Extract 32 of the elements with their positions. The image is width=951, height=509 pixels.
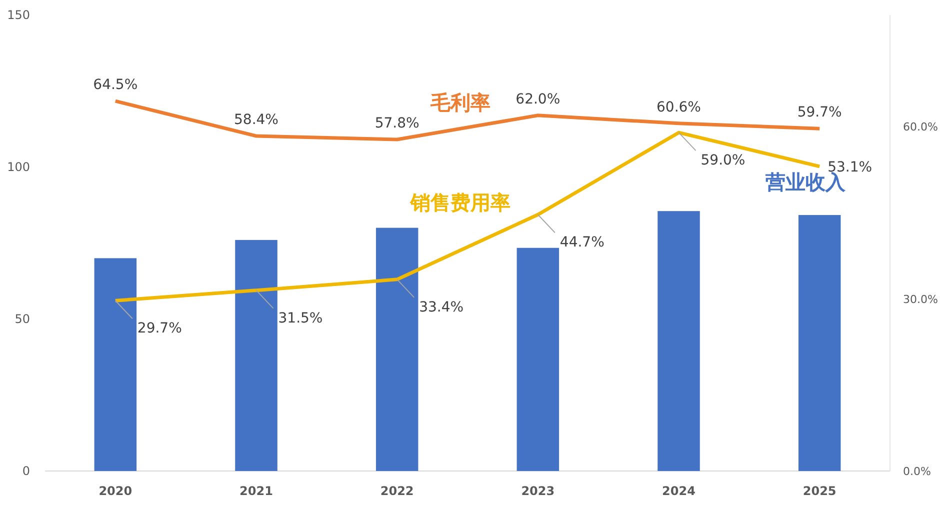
bar xyxy=(376,228,418,471)
y2-tick-label: 0.0% xyxy=(903,464,931,478)
series-label: 销售费用率 xyxy=(409,190,510,214)
x-tick-label: 2020 xyxy=(98,484,132,498)
data-label: 44.7% xyxy=(560,234,604,251)
y-tick-label: 100 xyxy=(7,160,30,174)
x-tick-label: 2023 xyxy=(521,484,555,498)
y2-tick-label: 60.0% xyxy=(903,120,938,134)
bar xyxy=(235,240,278,471)
y2-tick-label: 30.0% xyxy=(903,292,938,306)
y-tick-label: 150 xyxy=(7,8,30,22)
y-tick-label: 50 xyxy=(14,312,30,326)
y-tick-label: 0 xyxy=(22,464,30,478)
data-label: 29.7% xyxy=(137,320,182,337)
bar xyxy=(798,215,841,471)
bar xyxy=(658,211,700,471)
bar xyxy=(516,248,560,471)
x-tick-label: 2021 xyxy=(240,484,273,498)
data-label: 59.7% xyxy=(797,104,842,121)
bar xyxy=(94,258,137,471)
data-label: 64.5% xyxy=(93,77,138,94)
data-label: 59.0% xyxy=(700,152,746,169)
x-tick-label: 2025 xyxy=(802,484,836,498)
data-label: 57.8% xyxy=(374,115,420,132)
data-label: 31.5% xyxy=(278,310,323,326)
data-label: 33.4% xyxy=(419,299,464,316)
data-label: 58.4% xyxy=(234,112,278,128)
x-tick-label: 2022 xyxy=(380,484,414,498)
data-label: 62.0% xyxy=(516,91,560,108)
series-label: 毛利率 xyxy=(429,90,490,114)
x-tick-label: 2024 xyxy=(662,484,696,498)
data-label: 60.6% xyxy=(656,99,701,116)
